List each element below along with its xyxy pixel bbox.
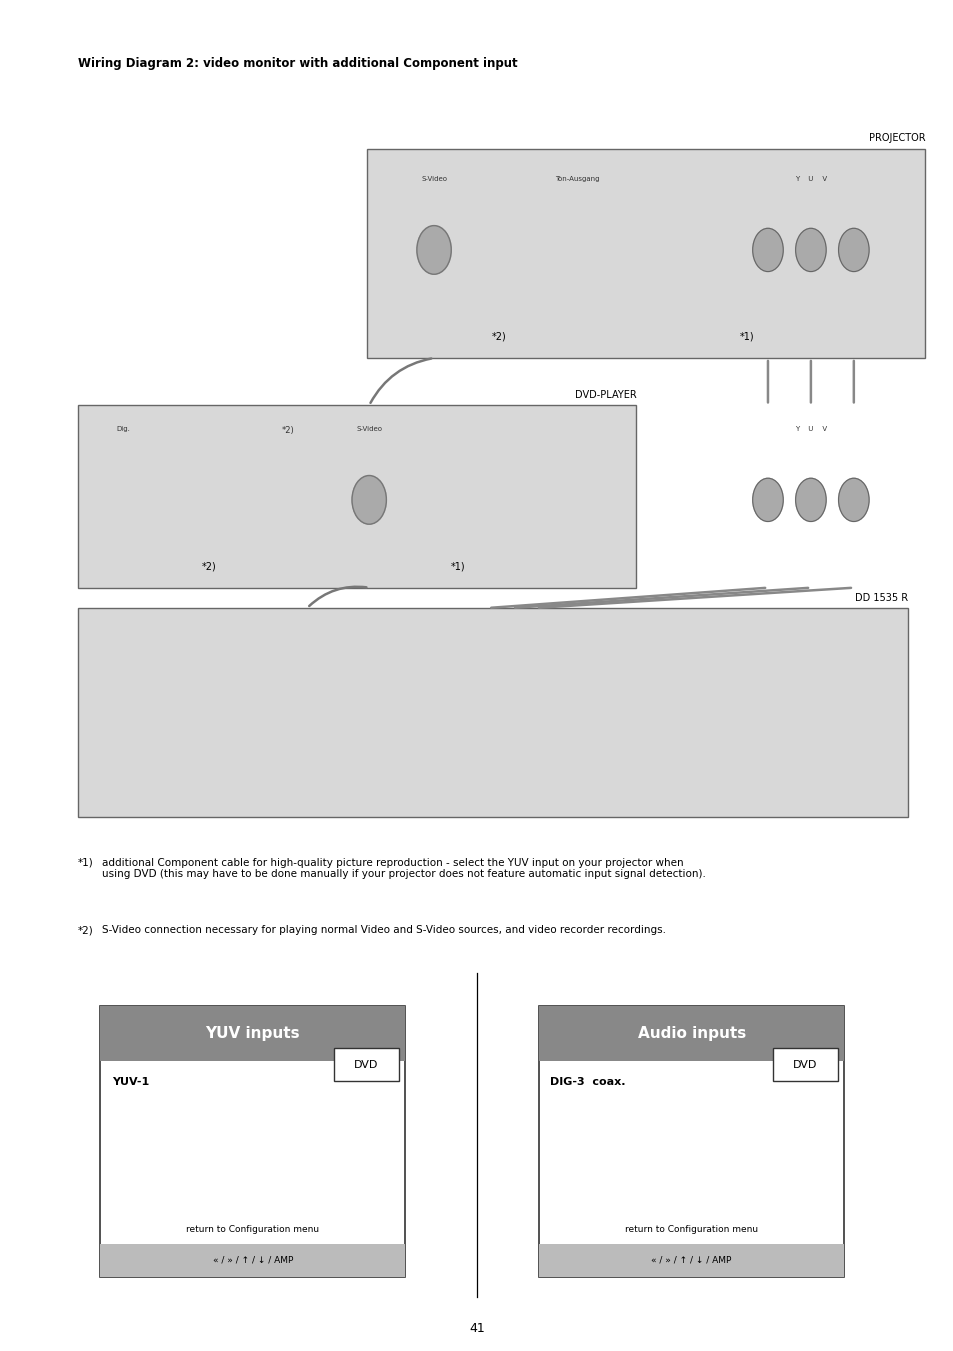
Text: *2): *2) xyxy=(281,426,294,435)
Text: PROJECTOR: PROJECTOR xyxy=(868,134,924,143)
Text: DVD: DVD xyxy=(354,1059,378,1070)
Text: Y    U    V: Y U V xyxy=(794,176,826,181)
Bar xyxy=(100,1244,405,1277)
Text: *2): *2) xyxy=(78,925,94,935)
Text: S-Video: S-Video xyxy=(355,426,382,431)
Circle shape xyxy=(795,228,825,272)
Bar xyxy=(538,1006,843,1277)
Text: *1): *1) xyxy=(450,562,464,571)
Text: DVD: DVD xyxy=(792,1059,817,1070)
Text: S-Video: S-Video xyxy=(420,176,447,181)
Circle shape xyxy=(752,478,782,521)
Circle shape xyxy=(416,226,451,274)
Bar xyxy=(538,1006,843,1061)
Text: Wiring Diagram 2: video monitor with additional Component input: Wiring Diagram 2: video monitor with add… xyxy=(78,57,517,70)
Text: « / » / ↑ / ↓ / AMP: « / » / ↑ / ↓ / AMP xyxy=(213,1256,293,1265)
Text: return to Configuration menu: return to Configuration menu xyxy=(186,1225,319,1233)
Text: *2): *2) xyxy=(491,332,505,342)
Text: *1): *1) xyxy=(78,858,94,867)
Text: Ton-Ausgang: Ton-Ausgang xyxy=(555,176,598,181)
Text: S-Video connection necessary for playing normal Video and S-Video sources, and v: S-Video connection necessary for playing… xyxy=(102,925,665,935)
Text: Dig.: Dig. xyxy=(116,426,131,431)
Bar xyxy=(100,1006,405,1061)
Text: additional Component cable for high-quality picture reproduction - select the YU: additional Component cable for high-qual… xyxy=(102,858,705,880)
Text: *1): *1) xyxy=(739,332,753,342)
Text: Y    U    V: Y U V xyxy=(794,426,826,431)
Text: YUV-1: YUV-1 xyxy=(112,1077,149,1086)
Bar xyxy=(334,1048,398,1081)
Circle shape xyxy=(838,228,868,272)
Text: DIG-3  coax.: DIG-3 coax. xyxy=(550,1077,625,1086)
Bar xyxy=(772,1048,837,1081)
Circle shape xyxy=(752,228,782,272)
Bar xyxy=(538,1244,843,1277)
Text: Audio inputs: Audio inputs xyxy=(637,1025,745,1042)
Bar xyxy=(367,149,924,358)
Text: DVD-PLAYER: DVD-PLAYER xyxy=(574,390,636,400)
Bar xyxy=(78,608,907,817)
Text: 41: 41 xyxy=(469,1321,484,1335)
Bar xyxy=(78,405,636,588)
Circle shape xyxy=(352,476,386,524)
Text: DD 1535 R: DD 1535 R xyxy=(854,593,907,603)
Bar xyxy=(100,1006,405,1277)
Text: YUV inputs: YUV inputs xyxy=(205,1025,300,1042)
Text: *2): *2) xyxy=(202,562,216,571)
Text: « / » / ↑ / ↓ / AMP: « / » / ↑ / ↓ / AMP xyxy=(651,1256,731,1265)
Circle shape xyxy=(795,478,825,521)
Text: return to Configuration menu: return to Configuration menu xyxy=(624,1225,758,1233)
Circle shape xyxy=(838,478,868,521)
